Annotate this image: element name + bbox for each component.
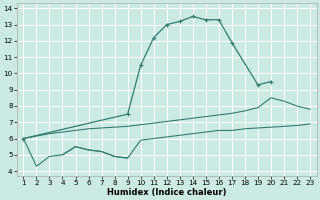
X-axis label: Humidex (Indice chaleur): Humidex (Indice chaleur) (107, 188, 227, 197)
